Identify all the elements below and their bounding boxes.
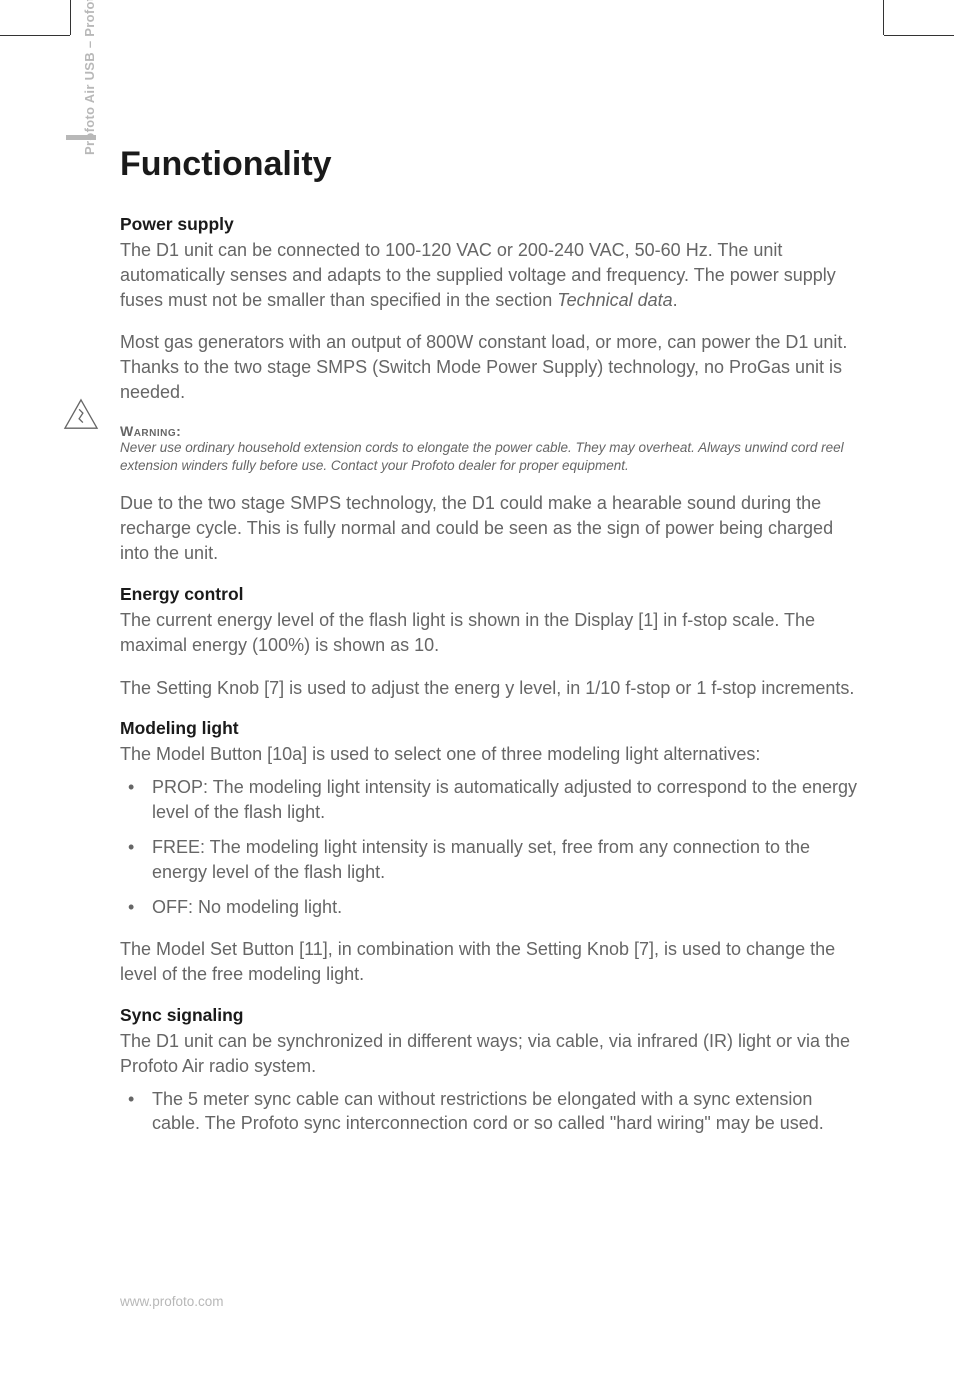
- crop-mark: [883, 0, 884, 35]
- page-title: Functionality: [120, 145, 860, 184]
- warning-label: Warning:: [120, 423, 860, 439]
- crop-mark: [884, 35, 954, 36]
- section-heading-sync-signaling: Sync signaling: [120, 1005, 860, 1026]
- section-heading-power-supply: Power supply: [120, 214, 860, 235]
- list-item: PROP: The modeling light intensity is au…: [120, 775, 860, 825]
- warning-icon: [62, 398, 100, 432]
- footer-url: www.profoto.com: [120, 1294, 224, 1309]
- list-item: OFF: No modeling light.: [120, 895, 860, 920]
- body-paragraph: The current energy level of the flash li…: [120, 608, 860, 658]
- section-heading-modeling-light: Modeling light: [120, 718, 860, 739]
- warning-text: Never use ordinary household extension c…: [120, 439, 860, 475]
- list-item: FREE: The modeling light intensity is ma…: [120, 835, 860, 885]
- body-paragraph: The D1 unit can be connected to 100-120 …: [120, 238, 860, 312]
- crop-mark: [0, 35, 70, 36]
- bullet-list: PROP: The modeling light intensity is au…: [120, 775, 860, 919]
- body-paragraph: The Model Set Button [11], in combinatio…: [120, 937, 860, 987]
- crop-mark: [70, 0, 71, 35]
- body-paragraph: Due to the two stage SMPS technology, th…: [120, 491, 860, 565]
- section-heading-energy-control: Energy control: [120, 584, 860, 605]
- content-area: Functionality Power supply The D1 unit c…: [120, 145, 860, 1154]
- body-text-em: Technical data: [557, 290, 672, 310]
- body-paragraph: The Model Button [10a] is used to select…: [120, 742, 860, 767]
- side-label: Profoto Air USB – Profoto Studio Air: [82, 0, 97, 155]
- body-text: The D1 unit can be connected to 100-120 …: [120, 240, 836, 310]
- list-item: The 5 meter sync cable can without restr…: [120, 1087, 860, 1137]
- body-paragraph: The Setting Knob [7] is used to adjust t…: [120, 676, 860, 701]
- bullet-list: The 5 meter sync cable can without restr…: [120, 1087, 860, 1137]
- body-paragraph: The D1 unit can be synchronized in diffe…: [120, 1029, 860, 1079]
- body-text: .: [673, 290, 678, 310]
- body-paragraph: Most gas generators with an output of 80…: [120, 330, 860, 404]
